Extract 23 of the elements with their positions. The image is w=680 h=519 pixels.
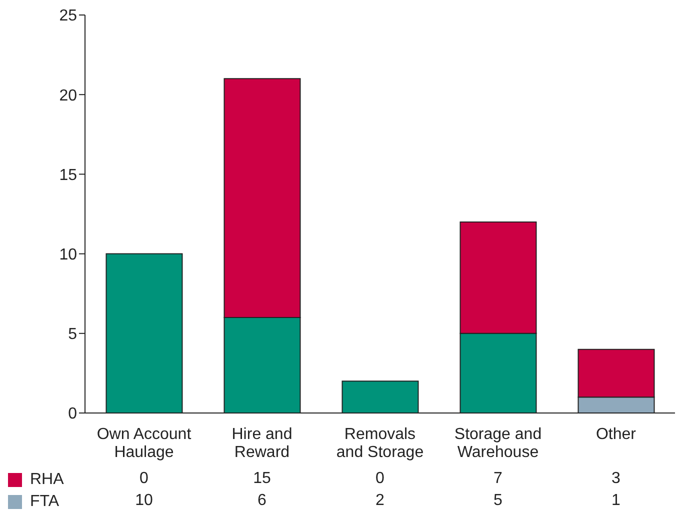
data-label: 0 bbox=[138, 470, 150, 488]
data-label: 0 bbox=[374, 470, 386, 488]
x-tick-label: Removals and Storage bbox=[336, 426, 424, 461]
y-tick-label: 25 bbox=[59, 8, 78, 25]
data-label: 7 bbox=[492, 470, 504, 488]
legend-label: FTA bbox=[30, 493, 60, 511]
data-label: 5 bbox=[492, 492, 504, 510]
y-tick-label: 15 bbox=[59, 166, 78, 184]
data-label: 15 bbox=[252, 470, 272, 488]
y-tick-label: 5 bbox=[68, 326, 78, 344]
x-tick-label: Own Account Haulage bbox=[96, 426, 192, 461]
y-tick-label: 20 bbox=[59, 87, 78, 104]
data-label: 1 bbox=[610, 492, 622, 510]
data-label: 3 bbox=[610, 470, 622, 488]
data-label: 6 bbox=[256, 492, 268, 510]
x-tick-label: Storage and Warehouse bbox=[454, 426, 542, 461]
legend-label: RHA bbox=[30, 471, 64, 489]
y-tick-label: 0 bbox=[68, 406, 78, 423]
data-label: 10 bbox=[134, 492, 154, 510]
x-tick-label: Other bbox=[596, 426, 637, 443]
x-tick-label: Hire and Reward bbox=[232, 426, 292, 461]
y-tick-label: 10 bbox=[59, 246, 78, 264]
data-label: 2 bbox=[374, 492, 386, 510]
